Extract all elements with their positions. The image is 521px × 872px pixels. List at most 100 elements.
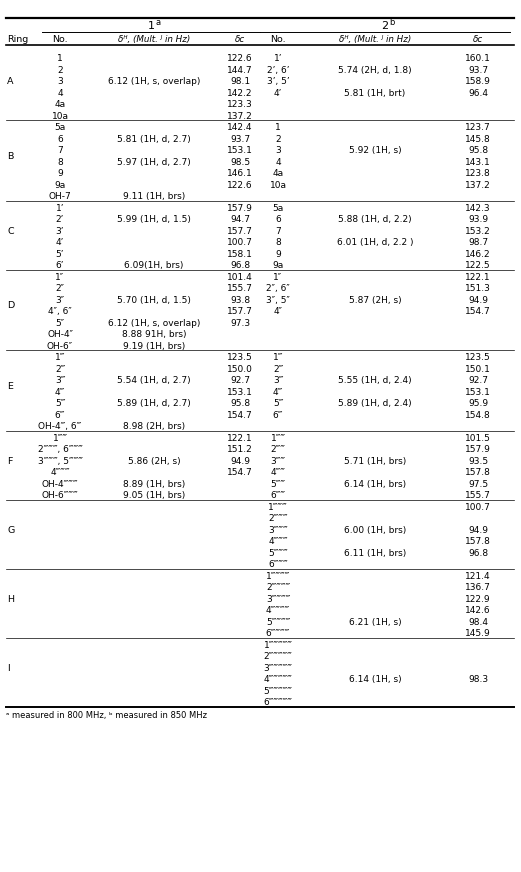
Text: 6‴‴: 6‴‴ (270, 491, 286, 501)
Text: 5.81 (1H, brt): 5.81 (1H, brt) (344, 89, 406, 98)
Text: 3‴‴‴‴‴: 3‴‴‴‴‴ (264, 664, 292, 672)
Text: 4: 4 (57, 89, 63, 98)
Text: 1‴‴‴: 1‴‴‴ (268, 503, 288, 512)
Text: 6.12 (1H, s, overlap): 6.12 (1H, s, overlap) (108, 78, 200, 86)
Text: 122.1: 122.1 (465, 273, 491, 282)
Text: 142.3: 142.3 (465, 204, 491, 213)
Text: 6: 6 (57, 135, 63, 144)
Text: 150.1: 150.1 (465, 364, 491, 374)
Text: 3″, 5″: 3″, 5″ (266, 296, 290, 304)
Text: 2: 2 (275, 135, 281, 144)
Text: 98.4: 98.4 (468, 617, 488, 627)
Text: No.: No. (270, 35, 286, 44)
Text: 2‴‴: 2‴‴ (270, 446, 286, 454)
Text: 2‴‴‴‴‴: 2‴‴‴‴‴ (264, 652, 292, 661)
Text: 151.2: 151.2 (227, 446, 253, 454)
Text: 1: 1 (147, 21, 155, 31)
Text: 4a: 4a (54, 100, 66, 109)
Text: δᴄ: δᴄ (235, 35, 245, 44)
Text: No.: No. (52, 35, 68, 44)
Text: 122.6: 122.6 (227, 54, 253, 64)
Text: 5.92 (1H, s): 5.92 (1H, s) (349, 146, 401, 155)
Text: 10a: 10a (52, 112, 68, 120)
Text: I: I (7, 664, 10, 672)
Text: 4‴‴‴‴‴: 4‴‴‴‴‴ (264, 675, 292, 685)
Text: 2‴: 2‴ (55, 364, 65, 374)
Text: δᴄ: δᴄ (473, 35, 483, 44)
Text: 96.8: 96.8 (230, 262, 250, 270)
Text: 158.9: 158.9 (465, 78, 491, 86)
Text: 1‴‴: 1‴‴ (53, 433, 68, 443)
Text: OH-7: OH-7 (48, 192, 71, 201)
Text: 153.2: 153.2 (465, 227, 491, 235)
Text: 4‴‴‴: 4‴‴‴ (268, 537, 288, 546)
Text: 98.3: 98.3 (468, 675, 488, 685)
Text: 4‴: 4‴ (55, 388, 65, 397)
Text: 5‴‴‴: 5‴‴‴ (268, 548, 288, 558)
Text: 6.21 (1H, s): 6.21 (1H, s) (349, 617, 401, 627)
Text: 144.7: 144.7 (227, 65, 253, 75)
Text: 4’: 4’ (56, 238, 64, 248)
Text: 8: 8 (57, 158, 63, 167)
Text: 98.1: 98.1 (230, 78, 250, 86)
Text: Ring: Ring (7, 35, 28, 44)
Text: 4″, 6″: 4″, 6″ (48, 307, 72, 317)
Text: 1‴‴: 1‴‴ (270, 433, 286, 443)
Text: 95.8: 95.8 (468, 146, 488, 155)
Text: 9.19 (1H, brs): 9.19 (1H, brs) (123, 342, 185, 351)
Text: 2: 2 (57, 65, 63, 75)
Text: δᴴ, (Mult. ᴶ in Hz): δᴴ, (Mult. ᴶ in Hz) (339, 35, 411, 44)
Text: F: F (7, 457, 13, 466)
Text: 6‴‴‴‴‴: 6‴‴‴‴‴ (264, 698, 292, 707)
Text: 94.9: 94.9 (468, 296, 488, 304)
Text: 5.86 (2H, s): 5.86 (2H, s) (128, 457, 180, 466)
Text: a: a (155, 18, 160, 27)
Text: 8: 8 (275, 238, 281, 248)
Text: 157.7: 157.7 (227, 227, 253, 235)
Text: 3: 3 (57, 78, 63, 86)
Text: 1‴‴‴‴: 1‴‴‴‴ (266, 572, 290, 581)
Text: 1″: 1″ (55, 273, 65, 282)
Text: 5.89 (1H, d, 2.4): 5.89 (1H, d, 2.4) (338, 399, 412, 408)
Text: 1’: 1’ (56, 204, 64, 213)
Text: OH-6″: OH-6″ (47, 342, 73, 351)
Text: 9.11 (1H, brs): 9.11 (1H, brs) (123, 192, 185, 201)
Text: A: A (7, 78, 14, 86)
Text: 3‴‴‴‴: 3‴‴‴‴ (266, 595, 290, 603)
Text: 123.5: 123.5 (465, 353, 491, 362)
Text: 142.6: 142.6 (465, 606, 491, 616)
Text: 5.88 (1H, d, 2.2): 5.88 (1H, d, 2.2) (338, 215, 412, 224)
Text: 157.7: 157.7 (227, 307, 253, 317)
Text: 9: 9 (275, 249, 281, 259)
Text: 6.00 (1H, brs): 6.00 (1H, brs) (344, 526, 406, 535)
Text: 160.1: 160.1 (465, 54, 491, 64)
Text: 2: 2 (381, 21, 389, 31)
Text: 153.1: 153.1 (465, 388, 491, 397)
Text: 123.8: 123.8 (465, 169, 491, 178)
Text: 5’: 5’ (56, 249, 64, 259)
Text: 153.1: 153.1 (227, 388, 253, 397)
Text: 4‴‴‴: 4‴‴‴ (50, 468, 70, 477)
Text: 154.8: 154.8 (465, 411, 491, 419)
Text: 6‴‴‴‴: 6‴‴‴‴ (266, 630, 290, 638)
Text: 9a: 9a (272, 262, 283, 270)
Text: 8.88 91H, brs): 8.88 91H, brs) (122, 330, 186, 339)
Text: 123.3: 123.3 (227, 100, 253, 109)
Text: 123.7: 123.7 (465, 123, 491, 133)
Text: 3‴‴: 3‴‴ (270, 457, 286, 466)
Text: 98.7: 98.7 (468, 238, 488, 248)
Text: 4″: 4″ (274, 307, 282, 317)
Text: 151.3: 151.3 (465, 284, 491, 293)
Text: 5.89 (1H, d, 2.7): 5.89 (1H, d, 2.7) (117, 399, 191, 408)
Text: 6.14 (1H, brs): 6.14 (1H, brs) (344, 480, 406, 488)
Text: 2‴‴‴: 2‴‴‴ (268, 514, 288, 523)
Text: 4a: 4a (272, 169, 283, 178)
Text: 157.9: 157.9 (465, 446, 491, 454)
Text: 10a: 10a (269, 181, 287, 190)
Text: 3‴‴‴, 5‴‴‴: 3‴‴‴, 5‴‴‴ (38, 457, 82, 466)
Text: 101.5: 101.5 (465, 433, 491, 443)
Text: 5.81 (1H, d, 2.7): 5.81 (1H, d, 2.7) (117, 135, 191, 144)
Text: 101.4: 101.4 (227, 273, 253, 282)
Text: 154.7: 154.7 (227, 411, 253, 419)
Text: 155.7: 155.7 (227, 284, 253, 293)
